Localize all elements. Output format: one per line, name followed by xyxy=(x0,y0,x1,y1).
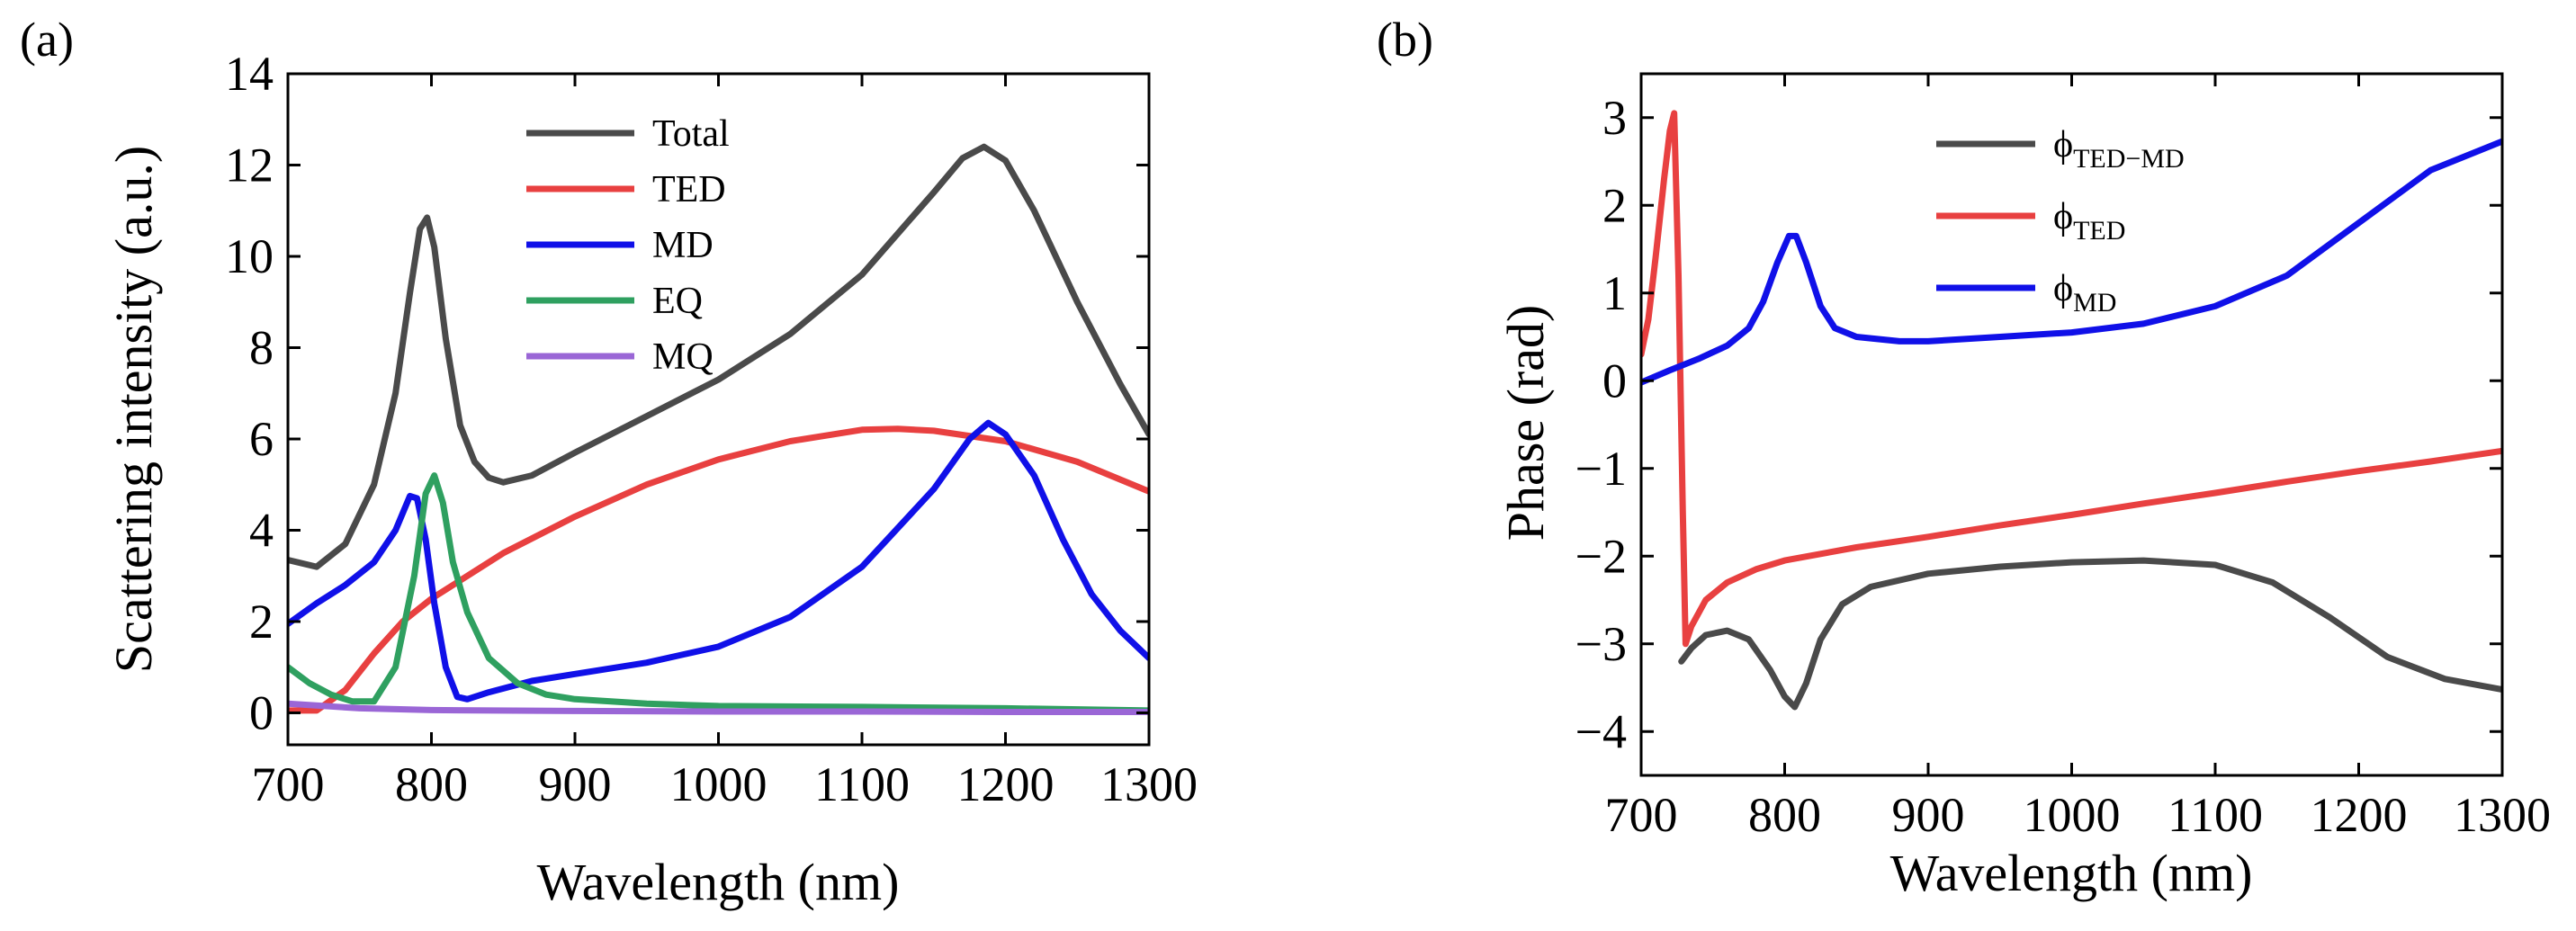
panel-b-y-axis-title: Phase (rad) xyxy=(1496,305,1555,542)
panel-b-x-tick-label: 1000 xyxy=(2024,788,2121,842)
panel-b-series-phi-md-line xyxy=(1641,138,2502,386)
panel-a-legend-label-eq: EQ xyxy=(652,281,703,322)
panel-b-y-tick-label: −1 xyxy=(1575,442,1627,496)
panel-a-x-tick-label: 1000 xyxy=(670,757,767,811)
panel-a-x-tick-label: 800 xyxy=(395,757,468,811)
panel-b-x-tick-label: 700 xyxy=(1605,788,1678,842)
panel-b-x-tick-label: 1200 xyxy=(2311,788,2408,842)
panel-a-series-ted-line xyxy=(288,425,1149,714)
panel-a-y-tick-label: 10 xyxy=(225,229,274,283)
panel-b-legend-label-phi-ted: ϕTED xyxy=(2053,196,2125,246)
panel-b-series-group xyxy=(1641,110,2502,711)
panel-b-ticks-group: 700 800 900 1000 1100 1200 1300 −4 −3 −2 −1 0 1 2 3 xyxy=(1575,74,2551,842)
panel-a-y-tick-label: 2 xyxy=(249,595,274,649)
panel-b-y-tick-label: −4 xyxy=(1575,704,1627,758)
panel-a-y-tick-label: 12 xyxy=(225,138,274,192)
panel-a-x-axis-title: Wavelength (nm) xyxy=(537,853,900,911)
panel-b-y-tick-label: 1 xyxy=(1602,266,1627,320)
panel-b-x-axis-title: Wavelength (nm) xyxy=(1890,844,2253,902)
panel-a-x-tick-label: 1200 xyxy=(957,757,1055,811)
panel-b-y-tick-label: −2 xyxy=(1575,529,1627,583)
panel-b-y-tick-label: −3 xyxy=(1575,617,1627,671)
panel-a-legend-label-total: Total xyxy=(652,113,730,155)
panel-b-legend: ϕTED−MD ϕTED ϕMD xyxy=(1936,124,2185,318)
panel-a-x-tick-label: 900 xyxy=(539,757,612,811)
panel-a-label: (a) xyxy=(20,13,74,67)
panel-a-ticks-group: 700 800 900 1000 1100 1200 1300 0 2 4 6 8 10 12 14 xyxy=(225,47,1198,811)
panel-a-legend-label-ted: TED xyxy=(652,169,726,210)
panel-a-series-total-line xyxy=(288,143,1149,570)
panel-b-legend-label-phi-ted-md: ϕTED−MD xyxy=(2053,124,2185,174)
panel-a-y-tick-label: 8 xyxy=(249,320,274,374)
panel-a-y-tick-label: 0 xyxy=(249,685,274,739)
panel-a: (a) 700 800 900 1000 1100 1200 1300 0 2 4 6 8 10 12 14… xyxy=(20,13,1198,911)
panel-b-x-tick-label: 900 xyxy=(1892,788,1965,842)
panel-a-y-tick-label: 4 xyxy=(249,503,274,557)
panel-a-x-tick-label: 1100 xyxy=(814,757,910,811)
panel-b-x-tick-label: 1300 xyxy=(2454,788,2551,842)
panel-b-label: (b) xyxy=(1377,13,1433,67)
panel-a-legend-label-mq: MQ xyxy=(652,336,714,378)
panel-a-legend: Total TED MD EQ MQ xyxy=(526,113,730,378)
panel-a-series-mq-line xyxy=(288,700,1149,715)
panel-b-y-tick-label: 3 xyxy=(1602,91,1627,145)
panel-a-series-group xyxy=(288,143,1149,715)
panel-a-y-tick-label: 14 xyxy=(225,47,274,101)
panel-a-y-tick-label: 6 xyxy=(249,412,274,466)
panel-a-series-eq-line xyxy=(288,472,1149,714)
panel-b-x-tick-label: 800 xyxy=(1748,788,1821,842)
panel-a-x-tick-label: 1300 xyxy=(1100,757,1198,811)
panel-a-legend-label-md: MD xyxy=(652,225,714,266)
panel-b-legend-label-phi-md: ϕMD xyxy=(2053,268,2116,318)
panel-b-x-tick-label: 1100 xyxy=(2168,788,2263,842)
panel-a-series-md-line xyxy=(288,419,1149,703)
panel-b-y-tick-label: 0 xyxy=(1602,354,1627,407)
panel-b-series-phi-ted-md-line xyxy=(1678,557,2502,711)
panel-b-y-tick-label: 2 xyxy=(1602,178,1627,232)
panel-a-y-axis-title: Scattering intensity (a.u.) xyxy=(104,146,163,673)
panel-b-series-phi-ted-line xyxy=(1641,110,2502,648)
panel-b: (b) 700 800 900 1000 1100 1200 1300 −4 −3 −2 −1 0 1 2… xyxy=(1377,13,2551,902)
panel-a-x-tick-label: 700 xyxy=(252,757,325,811)
